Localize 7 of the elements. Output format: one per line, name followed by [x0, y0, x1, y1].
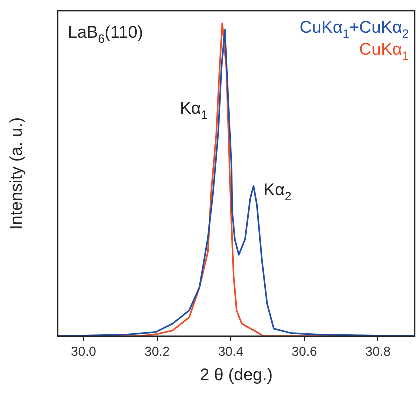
x-tick-label: 30.4: [218, 344, 244, 359]
y-axis-title: Intensity (a. u.): [7, 117, 26, 230]
x-tick-label: 30.8: [366, 344, 391, 359]
x-tick-label: 30.6: [292, 344, 318, 359]
x-tick-label: 30.0: [71, 344, 96, 359]
x-tick-label: 30.2: [144, 344, 170, 359]
x-axis-title: 2 θ (deg.): [200, 365, 273, 384]
